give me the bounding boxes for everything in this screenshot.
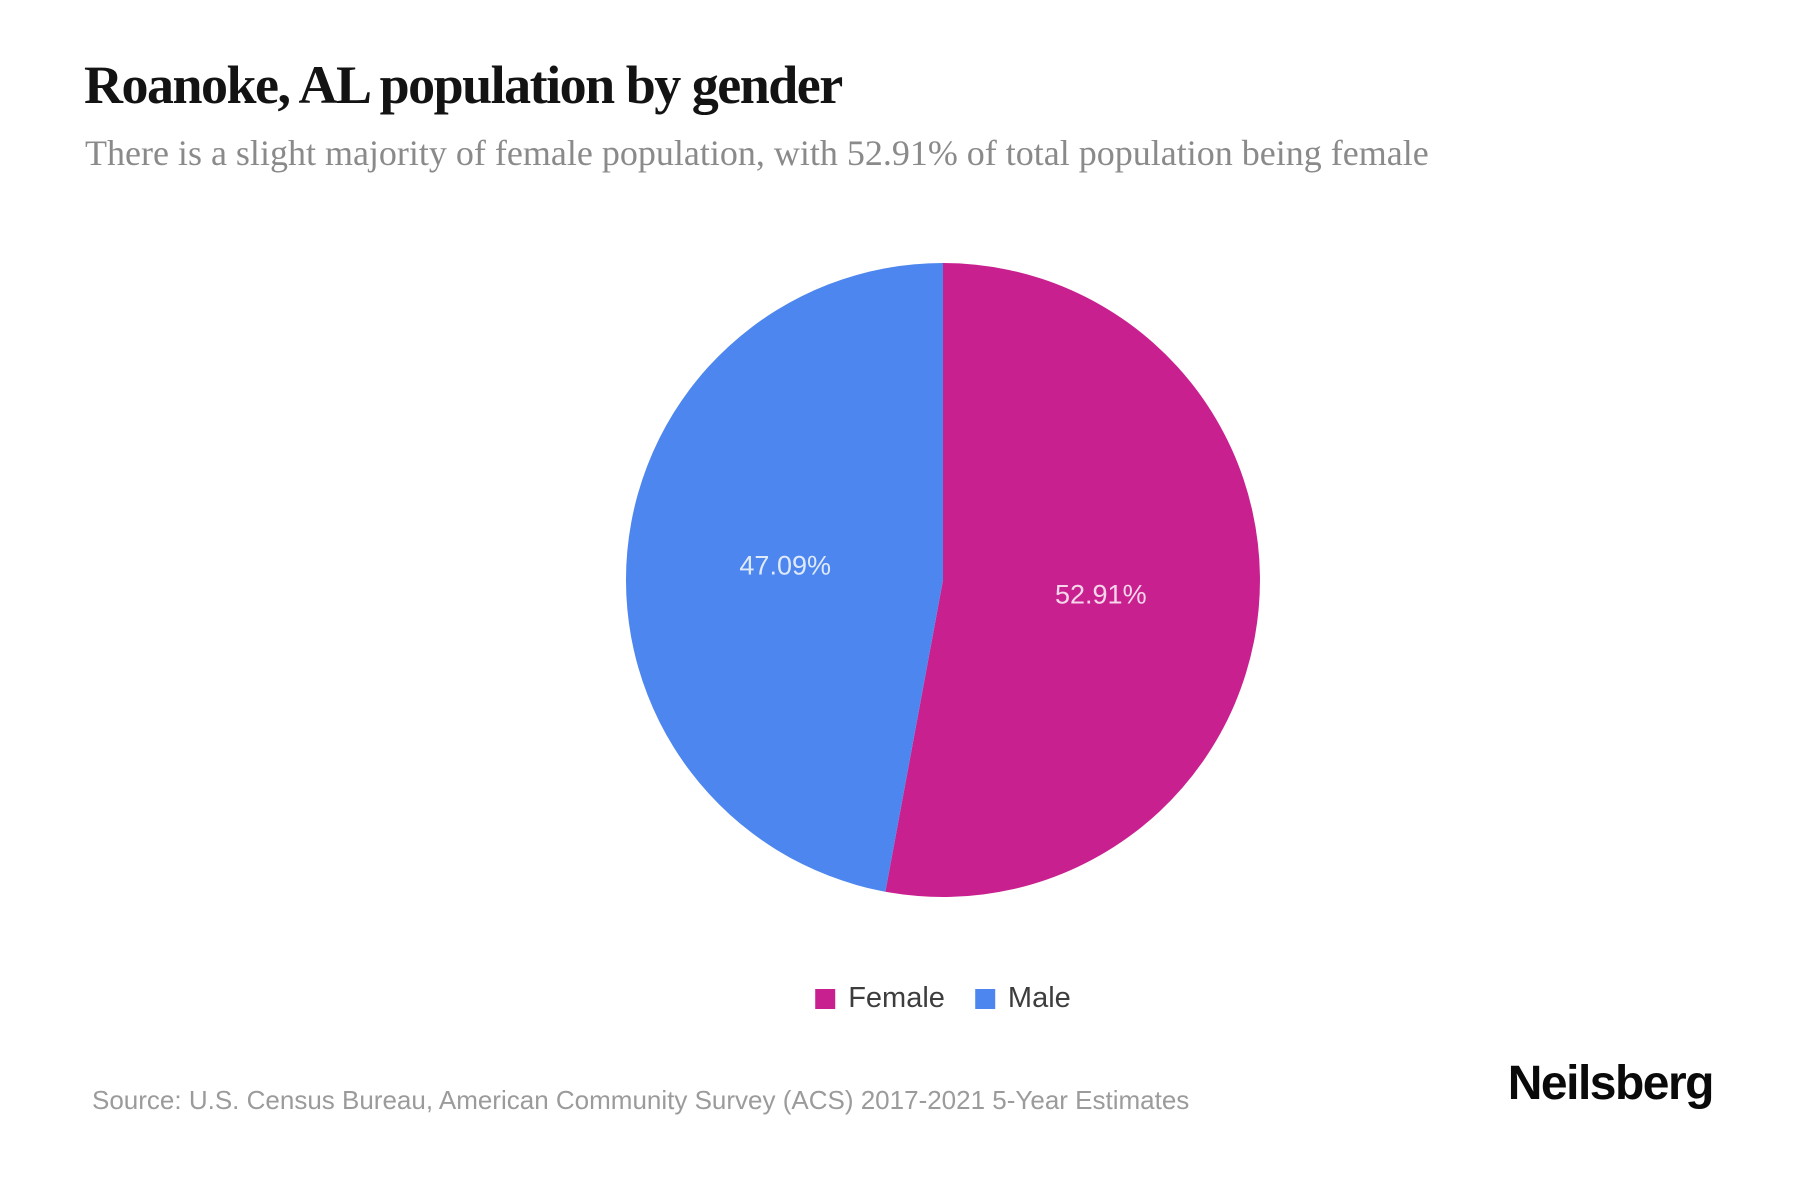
page-title: Roanoke, AL population by gender bbox=[84, 55, 843, 115]
legend-swatch-female-icon bbox=[815, 988, 836, 1009]
neilsberg-logo: Neilsberg bbox=[1507, 1057, 1715, 1110]
legend-item-male[interactable]: Male bbox=[974, 982, 1071, 1014]
source-attribution: Source: U.S. Census Bureau, American Com… bbox=[92, 1085, 1190, 1115]
legend-label-male: Male bbox=[1007, 982, 1071, 1014]
pie-slice-male[interactable] bbox=[625, 262, 943, 892]
pie-value-label-female: 52.91% bbox=[1055, 580, 1147, 610]
pie-value-label-male: 47.09% bbox=[739, 551, 831, 581]
legend: Female Male bbox=[815, 984, 1071, 1013]
legend-item-female[interactable]: Female bbox=[815, 984, 945, 1013]
legend-label-female: Female bbox=[848, 982, 945, 1014]
legend-swatch-male-icon bbox=[974, 988, 995, 1009]
pie-slice-female[interactable] bbox=[885, 263, 1260, 897]
chart-subtitle: There is a slight majority of female pop… bbox=[85, 133, 1429, 173]
pie-chart: 52.91% 47.09% bbox=[625, 262, 1260, 897]
